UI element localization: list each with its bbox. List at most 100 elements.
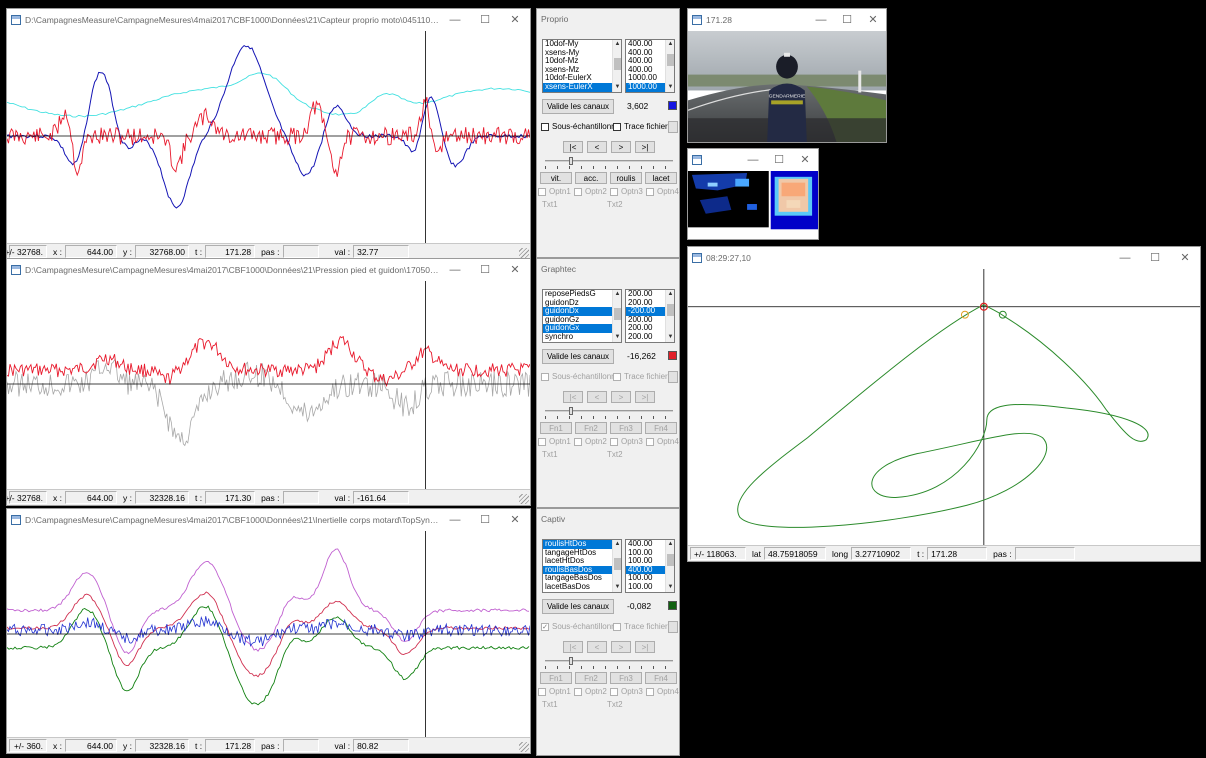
minimize-icon[interactable]: —: [449, 514, 461, 526]
channel-list-scrollbar[interactable]: ▲ ▼: [612, 290, 621, 342]
option-checkbox-2[interactable]: Optn3: [610, 687, 643, 696]
channel-list[interactable]: reposePiedsG guidonDz guidonDx guidonGz guid…: [542, 289, 622, 343]
channel-item[interactable]: xsens-My: [545, 48, 580, 57]
channel-item[interactable]: lacetBasDos: [545, 582, 590, 591]
nav-button-0[interactable]: |<: [563, 391, 583, 403]
trace-file-browse-button[interactable]: [668, 371, 678, 383]
channel-item[interactable]: guidonDx: [543, 307, 621, 316]
trace-file-checkbox[interactable]: Trace fichier: [613, 122, 668, 131]
channel-list[interactable]: roulisHtDos tangageHtDos lacetHtDos roulisB…: [542, 539, 622, 593]
trace-file-checkbox[interactable]: Trace fichier: [613, 372, 668, 381]
scroll-up-icon[interactable]: ▲: [667, 541, 674, 547]
channel-item[interactable]: 10dof-Mz: [545, 57, 579, 66]
fn-button-3[interactable]: Fn4: [645, 672, 677, 684]
maximize-icon[interactable]: ☐: [480, 514, 490, 526]
minimize-icon[interactable]: —: [1119, 252, 1131, 264]
checkbox-box[interactable]: [538, 687, 546, 696]
channel-list-scrollbar[interactable]: ▲ ▼: [612, 40, 621, 92]
scale-item[interactable]: 100.00: [628, 557, 653, 566]
checkbox-box[interactable]: ✓: [541, 622, 549, 631]
fn-button-2[interactable]: roulis: [610, 172, 642, 184]
scale-item[interactable]: 200.00: [628, 332, 653, 341]
checkbox-box[interactable]: [538, 437, 546, 446]
scroll-up-icon[interactable]: ▲: [614, 41, 621, 47]
scale-list-scrollbar[interactable]: ▲ ▼: [665, 40, 674, 92]
nav-button-2[interactable]: >: [611, 391, 631, 403]
nav-button-1[interactable]: <: [587, 391, 607, 403]
fn-button-1[interactable]: acc.: [575, 172, 607, 184]
checkbox-box[interactable]: [574, 687, 582, 696]
scale-list-scrollbar[interactable]: ▲ ▼: [665, 540, 674, 592]
scale-item[interactable]: 200.00: [628, 315, 653, 324]
nav-button-3[interactable]: >|: [635, 641, 655, 653]
channel-item[interactable]: xsens-EulerX: [543, 82, 621, 92]
checkbox-box[interactable]: [574, 437, 582, 446]
color-swatch[interactable]: [668, 101, 677, 110]
channel-item[interactable]: tangageBasDos: [545, 574, 602, 583]
option-checkbox-1[interactable]: Optn2: [574, 687, 607, 696]
slider-thumb[interactable]: [569, 407, 573, 415]
channel-item[interactable]: 10dof-My: [545, 40, 579, 48]
nav-button-2[interactable]: >: [611, 141, 631, 153]
scroll-thumb[interactable]: [667, 304, 674, 316]
scale-item[interactable]: -200.00: [626, 307, 674, 316]
fn-button-3[interactable]: lacet: [645, 172, 677, 184]
channel-item[interactable]: synchro: [545, 332, 574, 341]
option-checkbox-1[interactable]: Optn2: [574, 187, 607, 196]
scroll-thumb[interactable]: [614, 58, 621, 70]
checkbox-box[interactable]: [646, 187, 654, 196]
maximize-icon[interactable]: ☐: [480, 14, 490, 26]
nav-button-1[interactable]: <: [587, 141, 607, 153]
validate-channels-button[interactable]: Valide les canaux: [542, 349, 614, 364]
scroll-down-icon[interactable]: ▼: [614, 584, 621, 590]
subsample-checkbox[interactable]: Sous-échantillonne: [541, 372, 620, 381]
fn-button-1[interactable]: Fn2: [575, 672, 607, 684]
nav-button-2[interactable]: >: [611, 641, 631, 653]
option-checkbox-3[interactable]: Optn4: [646, 687, 679, 696]
option-checkbox-3[interactable]: Optn4: [646, 437, 679, 446]
channel-item[interactable]: roulisHtDos: [543, 540, 621, 549]
option-checkbox-0[interactable]: Optn1: [538, 187, 571, 196]
maximize-icon[interactable]: ☐: [842, 14, 852, 26]
signal-plot[interactable]: [7, 31, 530, 243]
fn-button-2[interactable]: Fn3: [610, 672, 642, 684]
scale-item[interactable]: 100.00: [628, 548, 653, 557]
scale-item[interactable]: 100.00: [628, 582, 653, 591]
validate-channels-button[interactable]: Valide les canaux: [542, 599, 614, 614]
title-bar[interactable]: — ☐ ✕: [688, 149, 818, 171]
fn-button-0[interactable]: Fn1: [540, 672, 572, 684]
checkbox-box[interactable]: [610, 687, 618, 696]
checkbox-box[interactable]: [610, 437, 618, 446]
slider-thumb[interactable]: [569, 657, 573, 665]
option-checkbox-3[interactable]: Optn4: [646, 187, 679, 196]
gps-track-plot[interactable]: [688, 269, 1200, 545]
option-checkbox-2[interactable]: Optn3: [610, 437, 643, 446]
channel-item[interactable]: reposePiedsG: [545, 290, 596, 298]
scroll-up-icon[interactable]: ▲: [667, 291, 674, 297]
checkbox-box[interactable]: [610, 187, 618, 196]
scroll-down-icon[interactable]: ▼: [667, 84, 674, 90]
close-icon[interactable]: ✕: [510, 264, 520, 276]
close-icon[interactable]: ✕: [510, 514, 520, 526]
resize-grip[interactable]: [519, 248, 529, 258]
scale-list-scrollbar[interactable]: ▲ ▼: [665, 290, 674, 342]
channel-list[interactable]: 10dof-My xsens-My 10dof-Mz xsens-Mz 10dof-Eu…: [542, 39, 622, 93]
minimize-icon[interactable]: —: [815, 14, 827, 26]
scale-list[interactable]: 400.00 400.00 400.00 400.00 1000.00 1000.00 ▲ ▼: [625, 39, 675, 93]
channel-item[interactable]: roulisBasDos: [543, 565, 621, 575]
resize-grip[interactable]: [519, 494, 529, 504]
scroll-thumb[interactable]: [614, 558, 621, 570]
checkbox-box[interactable]: [613, 122, 621, 131]
trace-file-browse-button[interactable]: [668, 121, 678, 133]
checkbox-box[interactable]: [541, 122, 549, 131]
channel-item[interactable]: lacetHtDos: [545, 557, 585, 566]
maximize-icon[interactable]: ☐: [1150, 252, 1160, 264]
option-checkbox-0[interactable]: Optn1: [538, 437, 571, 446]
scroll-thumb[interactable]: [667, 54, 674, 66]
color-swatch[interactable]: [668, 351, 677, 360]
channel-item[interactable]: guidonGz: [545, 315, 580, 324]
fn-button-2[interactable]: Fn3: [610, 422, 642, 434]
scroll-up-icon[interactable]: ▲: [667, 41, 674, 47]
scale-item[interactable]: 400.00: [628, 65, 653, 74]
time-slider[interactable]: [545, 657, 673, 669]
